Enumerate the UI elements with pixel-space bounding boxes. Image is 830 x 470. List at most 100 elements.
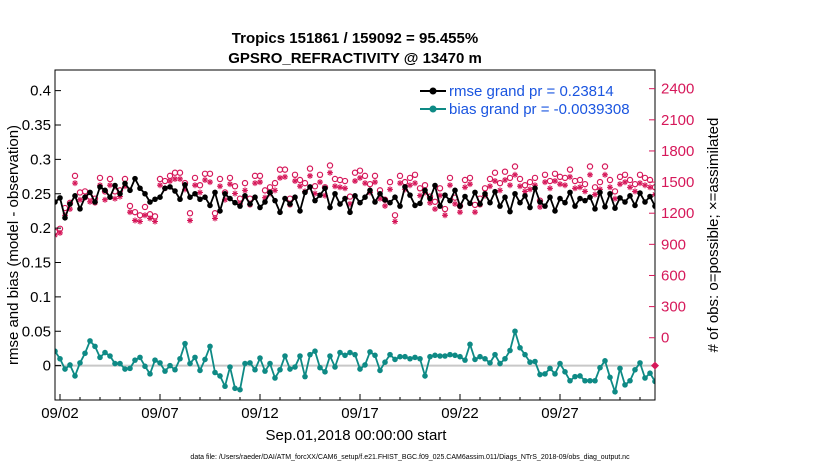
rmse-point	[797, 205, 803, 211]
possible-obs-marker	[762, 181, 767, 186]
rmse-point	[77, 206, 83, 212]
assimilated-obs-marker	[37, 210, 43, 216]
rmse-point	[197, 196, 203, 203]
possible-obs-marker	[757, 167, 762, 172]
rmse-point	[287, 201, 293, 207]
bias-point	[237, 386, 243, 393]
bias-point	[372, 352, 378, 359]
rmse-point	[497, 203, 503, 209]
assimilated-obs-marker	[742, 180, 748, 186]
possible-obs-marker	[516, 175, 524, 183]
bias-point	[732, 370, 738, 376]
rmse-point	[652, 203, 655, 209]
rmse-point	[417, 200, 423, 207]
y-right-tick-label: 900	[661, 236, 686, 253]
rmse-point	[257, 204, 263, 211]
rmse-point	[577, 195, 583, 202]
assimilated-obs-marker	[147, 215, 153, 222]
possible-obs-marker	[301, 179, 309, 187]
rmse-point	[187, 194, 193, 200]
rmse-point	[472, 189, 478, 196]
assimilated-obs-marker	[432, 206, 438, 213]
bias-point	[482, 355, 488, 362]
bias-point	[247, 360, 253, 366]
bias-point	[597, 364, 603, 371]
assimilated-obs-marker	[322, 192, 328, 199]
bias-point	[587, 377, 593, 384]
bias-point	[452, 352, 458, 359]
possible-obs-marker	[356, 167, 364, 174]
rmse-point	[192, 190, 198, 197]
bias-point	[672, 360, 678, 366]
bias-point	[292, 364, 298, 370]
possible-obs-marker	[807, 179, 812, 184]
bias-point	[772, 339, 778, 345]
bias-point	[72, 373, 78, 379]
bias-point	[752, 362, 758, 368]
rmse-point	[792, 200, 798, 206]
bias-point	[632, 366, 638, 373]
bias-point	[197, 367, 203, 374]
bias-point	[242, 360, 248, 367]
bias-point	[337, 349, 343, 356]
possible-obs-marker	[742, 173, 747, 178]
rmse-point	[387, 199, 393, 206]
rmse-point	[112, 182, 118, 189]
x-tick-label: 09/22	[441, 405, 479, 422]
possible-obs-marker	[256, 172, 264, 180]
bias-point	[407, 355, 413, 362]
bias-point	[62, 366, 68, 372]
bias-point	[397, 353, 403, 360]
assimilated-obs-marker	[352, 178, 358, 185]
rmse-point	[307, 184, 313, 190]
assimilated-obs-marker	[642, 182, 648, 189]
bias-point	[522, 351, 528, 358]
rmse-point	[622, 199, 628, 205]
assimilated-obs-marker	[297, 183, 303, 190]
bias-point	[127, 365, 133, 372]
assimilated-obs-marker	[622, 179, 628, 186]
rmse-point	[182, 182, 188, 188]
possible-obs-marker	[311, 183, 319, 190]
possible-obs-marker	[81, 188, 89, 195]
y-right-tick-label: 2400	[661, 81, 694, 98]
rmse-point	[762, 209, 768, 215]
possible-obs-marker	[591, 184, 599, 191]
bias-point	[352, 351, 358, 358]
rmse-point	[587, 194, 593, 200]
bias-point	[327, 353, 333, 359]
possible-obs-marker	[331, 175, 339, 183]
assimilated-obs-marker	[117, 193, 123, 200]
bias-point	[702, 378, 708, 384]
y-right-tick-label: 1500	[661, 174, 694, 191]
possible-obs-marker	[406, 174, 414, 182]
bias-point	[812, 373, 818, 379]
possible-obs-marker	[506, 174, 514, 182]
bias-point	[412, 354, 418, 361]
bias-point	[472, 356, 478, 363]
possible-obs-marker	[366, 180, 374, 188]
assimilated-obs-marker	[637, 180, 643, 187]
assimilated-obs-marker	[222, 196, 228, 203]
rmse-point	[172, 188, 178, 194]
rmse-point	[252, 194, 258, 200]
possible-obs-marker	[812, 163, 817, 168]
possible-obs-marker	[136, 212, 144, 219]
y-left-tick-label: 0.15	[22, 255, 51, 272]
possible-obs-marker	[96, 174, 104, 182]
bias-point	[377, 367, 383, 374]
rmse-point	[55, 199, 58, 205]
assimilated-obs-marker	[787, 193, 793, 199]
rmse-point	[372, 199, 378, 205]
assimilated-obs-marker	[382, 202, 388, 209]
assimilated-obs-marker	[547, 185, 553, 192]
bias-point	[307, 351, 313, 358]
assimilated-obs-marker	[767, 196, 773, 202]
possible-obs-marker	[466, 174, 474, 182]
possible-obs-marker	[191, 174, 199, 182]
possible-obs-marker	[797, 182, 802, 187]
bias-point	[757, 375, 763, 381]
bias-point	[722, 372, 728, 378]
bias-point	[57, 355, 63, 362]
possible-obs-marker	[106, 175, 114, 183]
